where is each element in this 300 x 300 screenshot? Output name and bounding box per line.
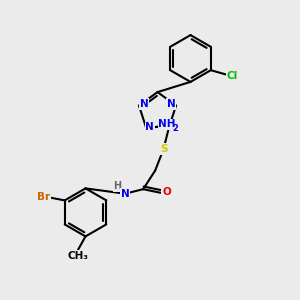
Text: H: H: [114, 181, 122, 191]
Text: 2: 2: [172, 124, 178, 133]
Text: Br: Br: [37, 192, 50, 203]
Text: O: O: [162, 187, 171, 197]
Text: N: N: [121, 189, 130, 199]
Text: N: N: [167, 99, 175, 109]
Text: NH: NH: [158, 119, 176, 129]
Text: N: N: [140, 99, 148, 109]
Text: N: N: [145, 122, 154, 132]
Text: CH₃: CH₃: [68, 250, 88, 261]
Text: Cl: Cl: [227, 70, 238, 81]
Text: S: S: [160, 144, 167, 154]
